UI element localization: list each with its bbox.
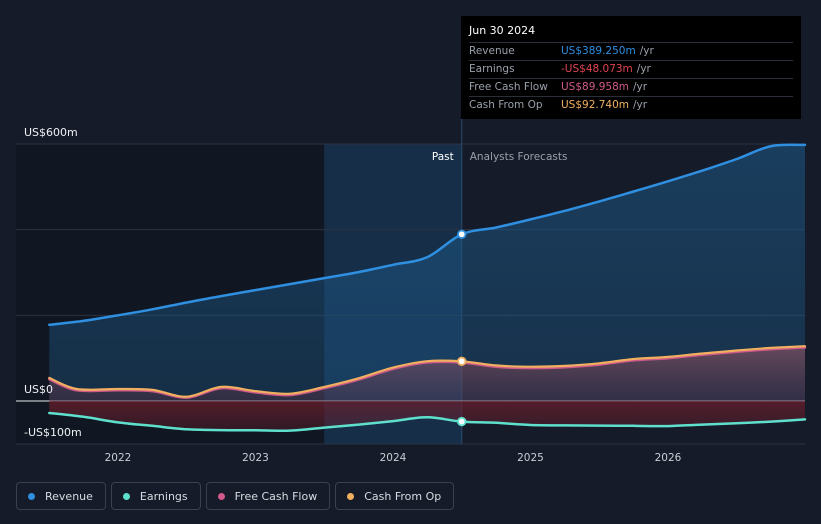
tooltip-value: US$92.740m	[561, 99, 629, 111]
tooltip-label: Free Cash Flow	[469, 81, 548, 93]
tooltip-unit: /yr	[639, 45, 654, 57]
tooltip-value: -US$48.073m	[561, 63, 633, 75]
cash-flow-area	[49, 346, 805, 401]
earnings-area	[49, 401, 805, 431]
legend-dot-icon	[28, 492, 35, 500]
cash-from-op-marker	[457, 356, 467, 366]
tooltip-label: Earnings	[469, 63, 515, 75]
legend-label: Revenue	[45, 489, 93, 503]
x-axis-tick-label: 2023	[242, 452, 269, 464]
chart-legend: Revenue Earnings Free Cash Flow Cash Fro…	[16, 482, 455, 510]
y-axis-label: US$600m	[24, 126, 78, 139]
x-axis-tick-label: 2025	[517, 452, 544, 464]
legend-dot-icon	[122, 492, 130, 500]
legend-item-earnings[interactable]: Earnings	[110, 482, 201, 510]
data-tooltip: Jun 30 2024 Revenue US$389.250m /yr Earn…	[461, 16, 801, 119]
past-label: Past	[432, 151, 454, 163]
legend-item-revenue[interactable]: Revenue	[16, 482, 106, 510]
earnings-line	[48, 411, 807, 432]
legend-label: Free Cash Flow	[234, 489, 318, 503]
tooltip-row-free-cash-flow: Free Cash Flow US$89.958m /yr	[469, 78, 793, 96]
tooltip-date: Jun 30 2024	[469, 24, 536, 37]
revenue-marker	[457, 229, 467, 239]
y-axis-label: US$0	[24, 383, 53, 396]
tooltip-value: US$89.958m	[561, 81, 629, 93]
tooltip-row-earnings: Earnings -US$48.073m /yr	[469, 60, 793, 78]
tooltip-unit: /yr	[636, 63, 651, 75]
tooltip-unit: /yr	[633, 99, 648, 111]
tooltip-unit: /yr	[633, 81, 648, 93]
legend-dot-icon	[347, 492, 355, 500]
legend-dot-icon	[217, 492, 225, 500]
tooltip-row-cash-from-op: Cash From Op US$92.740m /yr	[469, 96, 793, 114]
x-axis-tick-label: 2026	[655, 452, 682, 464]
revenue-line	[48, 143, 807, 327]
forecast-label: Analysts Forecasts	[470, 151, 568, 163]
cash-from-op-line	[48, 345, 807, 398]
revenue-area	[49, 144, 805, 401]
legend-item-free-cash-flow[interactable]: Free Cash Flow	[205, 482, 331, 510]
legend-item-cash-from-op[interactable]: Cash From Op	[335, 482, 455, 510]
legend-label: Earnings	[139, 489, 188, 503]
earnings-marker	[457, 416, 467, 427]
x-axis-tick-label: 2024	[380, 452, 407, 464]
tooltip-row-revenue: Revenue US$389.250m /yr	[469, 42, 793, 60]
tooltip-label: Cash From Op	[469, 99, 543, 111]
tooltip-value: US$389.250m	[561, 45, 636, 57]
legend-label: Cash From Op	[364, 489, 442, 503]
tooltip-label: Revenue	[469, 45, 515, 57]
x-axis-tick-label: 2022	[105, 452, 132, 464]
y-axis-label: -US$100m	[24, 426, 82, 439]
